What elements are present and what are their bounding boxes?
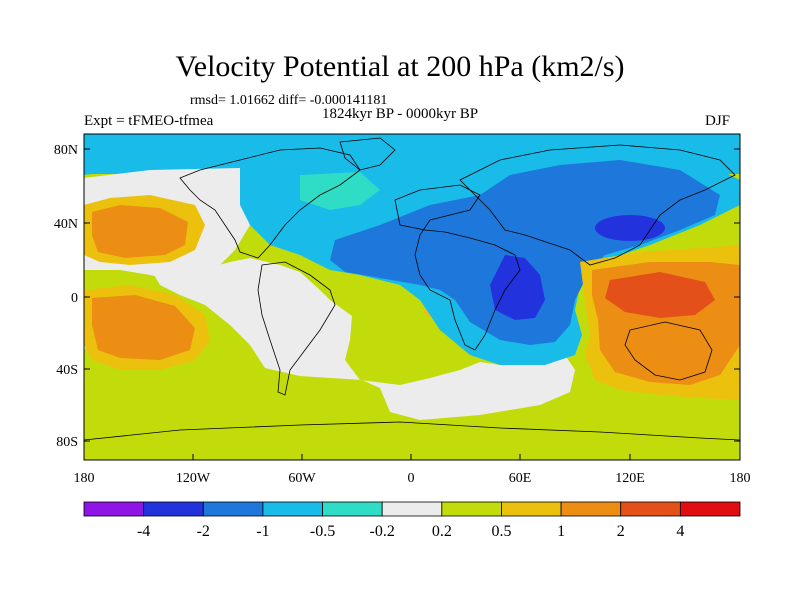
arctic-pacific-blue xyxy=(84,134,240,175)
period-text: 1824kyr BP - 0000kyr BP xyxy=(322,106,479,122)
lon-label: 180 xyxy=(74,471,95,486)
africa-europe-coast xyxy=(394,184,521,351)
colorbar-swatch xyxy=(441,501,502,517)
colorbar-swatch xyxy=(262,501,323,517)
south-pacific-core xyxy=(92,295,195,360)
lat-label: 40N xyxy=(54,217,78,232)
lat-label: 80S xyxy=(56,435,78,450)
east-asia-min xyxy=(595,215,665,241)
greenland-coast xyxy=(339,137,396,171)
colorbar-swatch xyxy=(322,501,383,517)
colorbar-label: -0.5 xyxy=(310,523,335,540)
americas-atlantic-neutral xyxy=(150,258,575,420)
colorbar-swatch xyxy=(143,501,204,517)
atlantic-teal xyxy=(300,172,380,210)
colorbar-label: -2 xyxy=(197,523,210,540)
colorbar-swatch xyxy=(560,501,622,517)
colorbar-label: 0.2 xyxy=(432,523,452,540)
lon-label: 120W xyxy=(176,471,211,486)
colorbar-label: 4 xyxy=(676,523,684,540)
colorbar-label: -0.2 xyxy=(370,523,395,540)
australia-coast xyxy=(624,321,713,381)
colorbar-label: 1 xyxy=(557,523,565,540)
maritime-max xyxy=(605,272,715,318)
coastline-layer xyxy=(84,137,740,441)
north-america-coast xyxy=(179,147,361,259)
south-america-coast xyxy=(257,261,336,396)
lon-label: 60E xyxy=(509,471,532,486)
longitude-axis: 180 120W 60W 0 60E 120E 180 xyxy=(74,454,751,486)
eurasia-africa-negative-2 xyxy=(330,160,720,345)
lon-label: 180 xyxy=(730,471,751,486)
stats-text: rmsd= 1.01662 diff= -0.000141181 xyxy=(190,93,388,108)
colorbar-swatch xyxy=(620,501,681,517)
north-pacific-core xyxy=(92,205,188,258)
colorbar-label: -4 xyxy=(137,523,150,540)
colorbar-swatch xyxy=(501,501,562,517)
season-label: DJF xyxy=(705,113,731,129)
colorbar-swatch xyxy=(679,501,741,517)
colorbar-label: -1 xyxy=(256,523,269,540)
lon-label: 60W xyxy=(288,471,316,486)
colorbar-label: 0.5 xyxy=(491,523,511,540)
plot-title: Velocity Potential at 200 hPa (km2/s) xyxy=(175,50,625,83)
east-africa-min xyxy=(490,255,545,320)
asia-coast xyxy=(459,144,736,266)
experiment-label: Expt = tFMEO-tfmea xyxy=(84,113,214,129)
lon-label: 120E xyxy=(615,471,645,486)
contour-fill-layer xyxy=(84,134,740,460)
antarctica-coast xyxy=(84,421,740,441)
lat-label: 80N xyxy=(54,143,78,158)
latitude-axis: 80N 40N 0 40S 80S xyxy=(54,143,740,450)
colorbar-swatch xyxy=(202,501,264,517)
lat-label: 40S xyxy=(56,363,78,378)
colorbar-label: 2 xyxy=(617,523,625,540)
colorbar-swatch xyxy=(381,501,443,517)
lon-label: 0 xyxy=(408,471,415,486)
colorbar-swatch xyxy=(83,501,145,517)
lat-label: 0 xyxy=(71,291,78,306)
colorbar: -4 -2 -1 -0.5 -0.2 0.2 0.5 1 2 4 xyxy=(83,501,741,540)
